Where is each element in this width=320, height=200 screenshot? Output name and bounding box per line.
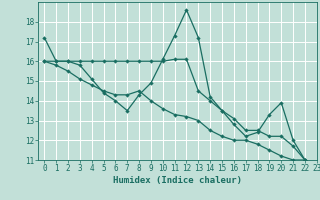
X-axis label: Humidex (Indice chaleur): Humidex (Indice chaleur) — [113, 176, 242, 185]
